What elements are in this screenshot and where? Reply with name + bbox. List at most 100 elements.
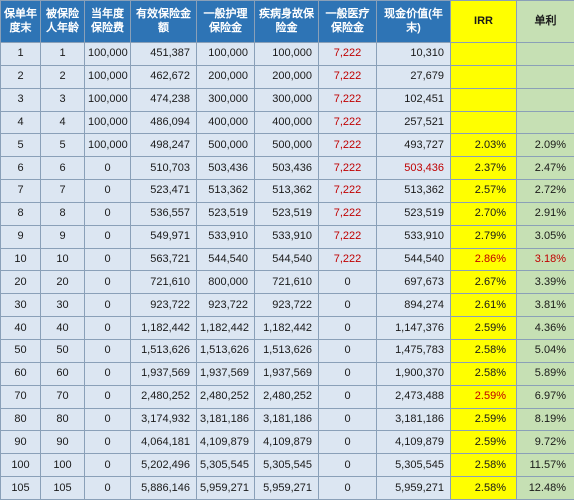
cell-premium: 0 bbox=[84, 361, 131, 386]
cell-irr bbox=[450, 64, 517, 89]
cell-cash-value: 5,959,271 bbox=[376, 476, 451, 500]
cell-year: 1 bbox=[0, 42, 41, 66]
cell-age: 2 bbox=[40, 64, 85, 89]
cell-age: 4 bbox=[40, 110, 85, 135]
cell-sum-insured: 721,610 bbox=[130, 270, 197, 295]
cell-simple-interest: 2.91% bbox=[516, 201, 574, 226]
cell-cash-value: 523,519 bbox=[376, 201, 451, 226]
cell-nursing: 400,000 bbox=[196, 110, 255, 135]
cell-death: 533,910 bbox=[254, 224, 319, 249]
cell-nursing: 300,000 bbox=[196, 87, 255, 112]
cell-age: 1 bbox=[40, 42, 85, 66]
cell-simple-interest: 3.05% bbox=[516, 224, 574, 249]
cell-death: 1,513,626 bbox=[254, 338, 319, 363]
cell-year: 30 bbox=[0, 293, 41, 318]
cell-medical: 0 bbox=[318, 316, 377, 340]
cell-simple-interest: 5.89% bbox=[516, 361, 574, 386]
cell-sum-insured: 4,064,181 bbox=[130, 430, 197, 455]
cell-sum-insured: 523,471 bbox=[130, 179, 197, 203]
cell-cash-value: 27,679 bbox=[376, 64, 451, 89]
cell-age: 5 bbox=[40, 133, 85, 158]
col-header-medical: 一般医疗保险金 bbox=[318, 0, 377, 43]
cell-simple-interest bbox=[516, 87, 574, 112]
cell-nursing: 503,436 bbox=[196, 156, 255, 181]
cell-medical: 0 bbox=[318, 270, 377, 295]
cell-age: 30 bbox=[40, 293, 85, 318]
table-row: 20 20 0 721,610 800,000 721,610 0 697,673 2.67% 3… bbox=[0, 270, 574, 295]
cell-simple-interest: 6.97% bbox=[516, 384, 574, 409]
cell-medical: 7,222 bbox=[318, 42, 377, 66]
cell-age: 40 bbox=[40, 316, 85, 340]
cell-premium: 0 bbox=[84, 407, 131, 432]
cell-irr: 2.79% bbox=[450, 224, 517, 249]
cell-death: 513,362 bbox=[254, 179, 319, 203]
table-row: 105 105 0 5,886,146 5,959,271 5,959,271 0 5,959… bbox=[0, 476, 574, 500]
cell-nursing: 1,937,569 bbox=[196, 361, 255, 386]
table-row: 3 3 100,000 474,238 300,000 300,000 7,222 102,4… bbox=[0, 87, 574, 112]
cell-year: 40 bbox=[0, 316, 41, 340]
cell-age: 3 bbox=[40, 87, 85, 112]
cell-sum-insured: 1,182,442 bbox=[130, 316, 197, 340]
col-header-simple-interest: 单利 bbox=[516, 0, 574, 43]
cell-death: 721,610 bbox=[254, 270, 319, 295]
cell-nursing: 923,722 bbox=[196, 293, 255, 318]
cell-cash-value: 10,310 bbox=[376, 42, 451, 66]
cell-year: 3 bbox=[0, 87, 41, 112]
cell-irr bbox=[450, 110, 517, 135]
cell-premium: 0 bbox=[84, 201, 131, 226]
table-row: 70 70 0 2,480,252 2,480,252 2,480,252 0 2,473,4… bbox=[0, 384, 574, 409]
cell-death: 3,181,186 bbox=[254, 407, 319, 432]
cell-death: 923,722 bbox=[254, 293, 319, 318]
cell-death: 503,436 bbox=[254, 156, 319, 181]
cell-irr: 2.86% bbox=[450, 247, 517, 272]
cell-age: 80 bbox=[40, 407, 85, 432]
cell-cash-value: 493,727 bbox=[376, 133, 451, 158]
cell-simple-interest: 4.36% bbox=[516, 316, 574, 340]
cell-premium: 0 bbox=[84, 453, 131, 478]
cell-premium: 100,000 bbox=[84, 64, 131, 89]
cell-medical: 0 bbox=[318, 476, 377, 500]
cell-age: 9 bbox=[40, 224, 85, 249]
cell-simple-interest bbox=[516, 110, 574, 135]
cell-medical: 0 bbox=[318, 361, 377, 386]
col-header-age: 被保险人年龄 bbox=[40, 0, 85, 43]
cell-simple-interest: 3.18% bbox=[516, 247, 574, 272]
cell-medical: 0 bbox=[318, 453, 377, 478]
cell-medical: 7,222 bbox=[318, 201, 377, 226]
cell-irr: 2.58% bbox=[450, 453, 517, 478]
cell-year: 9 bbox=[0, 224, 41, 249]
table-row: 10 10 0 563,721 544,540 544,540 7,222 544,540 2.… bbox=[0, 247, 574, 272]
cell-premium: 0 bbox=[84, 270, 131, 295]
table-row: 30 30 0 923,722 923,722 923,722 0 894,274 2.61% 3… bbox=[0, 293, 574, 318]
cell-age: 20 bbox=[40, 270, 85, 295]
cell-simple-interest: 3.39% bbox=[516, 270, 574, 295]
cell-sum-insured: 510,703 bbox=[130, 156, 197, 181]
cell-cash-value: 513,362 bbox=[376, 179, 451, 203]
cell-cash-value: 257,521 bbox=[376, 110, 451, 135]
cell-death: 544,540 bbox=[254, 247, 319, 272]
cell-death: 1,182,442 bbox=[254, 316, 319, 340]
cell-nursing: 1,513,626 bbox=[196, 338, 255, 363]
cell-irr: 2.37% bbox=[450, 156, 517, 181]
cell-premium: 100,000 bbox=[84, 42, 131, 66]
cell-nursing: 2,480,252 bbox=[196, 384, 255, 409]
cell-simple-interest: 2.47% bbox=[516, 156, 574, 181]
cell-premium: 0 bbox=[84, 156, 131, 181]
cell-year: 70 bbox=[0, 384, 41, 409]
cell-sum-insured: 486,094 bbox=[130, 110, 197, 135]
cell-premium: 0 bbox=[84, 384, 131, 409]
cell-age: 10 bbox=[40, 247, 85, 272]
cell-cash-value: 2,473,488 bbox=[376, 384, 451, 409]
cell-premium: 0 bbox=[84, 224, 131, 249]
cell-sum-insured: 3,174,932 bbox=[130, 407, 197, 432]
table-row: 8 8 0 536,557 523,519 523,519 7,222 523,519 2.70… bbox=[0, 201, 574, 226]
cell-age: 105 bbox=[40, 476, 85, 500]
cell-year: 4 bbox=[0, 110, 41, 135]
cell-nursing: 500,000 bbox=[196, 133, 255, 158]
cell-sum-insured: 5,886,146 bbox=[130, 476, 197, 500]
cell-irr bbox=[450, 87, 517, 112]
cell-simple-interest: 9.72% bbox=[516, 430, 574, 455]
cell-premium: 0 bbox=[84, 338, 131, 363]
cell-year: 105 bbox=[0, 476, 41, 500]
cell-year: 90 bbox=[0, 430, 41, 455]
